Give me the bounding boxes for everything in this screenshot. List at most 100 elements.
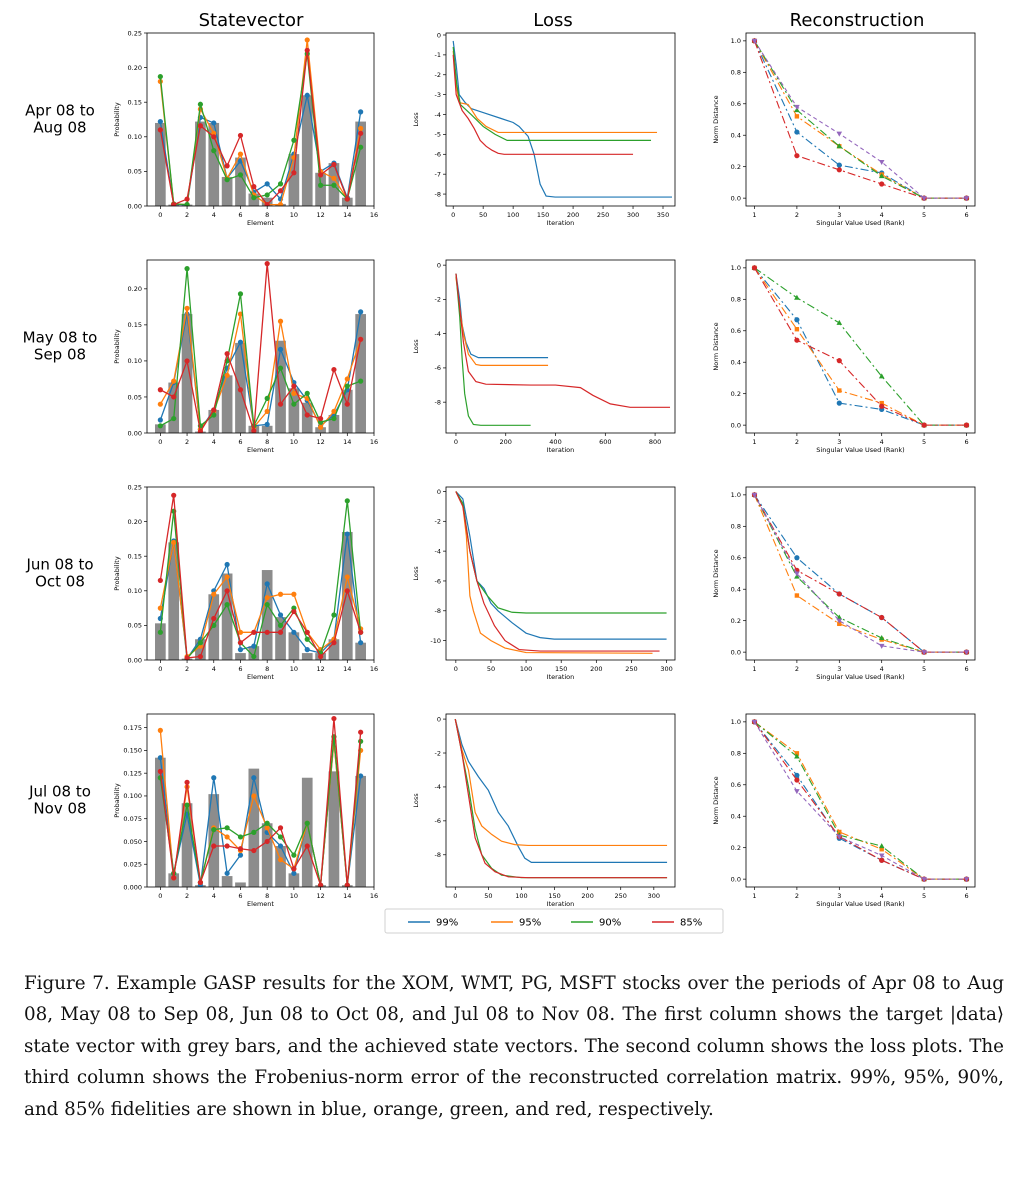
data-point [344,498,350,504]
x-tick-label: 400 [549,438,561,446]
data-point [291,629,297,635]
y-tick-label: 0.25 [128,29,142,37]
target-bar [248,646,260,660]
recon-line-2 [754,721,967,880]
data-point [211,134,217,140]
data-point [836,591,842,597]
x-tick-label: 16 [370,438,378,446]
x-tick-label: 1 [752,211,756,219]
x-tick-label: 14 [343,892,351,900]
axes-frame [146,713,375,888]
data-point [264,602,270,608]
x-tick-label: 14 [343,211,351,219]
data-point [317,882,324,887]
data-point [794,327,800,332]
x-tick-label: 4 [212,211,216,219]
x-tick-label: 8 [265,892,269,900]
plot-area [751,37,970,202]
y-tick-label: -10 [430,637,441,645]
y-tick-label: -6 [435,817,441,825]
y-tick-label: 1.0 [731,37,741,45]
data-point [171,492,177,498]
data-point [358,378,364,384]
data-point [794,317,800,323]
x-tick-label: 200 [567,211,579,219]
y-tick-label: 0.4 [731,813,741,821]
x-tick-label: 1 [752,438,756,446]
column-title-0: Statevector [199,10,304,31]
x-tick-label: 250 [615,892,627,900]
target-bar [155,424,166,433]
data-point [211,120,217,126]
plot-area [751,264,970,428]
target-bar [168,542,180,660]
x-tick-label: 2 [185,211,189,219]
data-point [304,843,310,849]
legend-label-3: 85% [680,918,702,929]
data-point [211,615,217,622]
recon-line-3 [754,494,967,653]
series-line-3 [159,718,362,886]
data-point [331,715,337,722]
y-tick-label: 0.05 [128,622,142,630]
data-point [344,383,350,389]
y-tick-label: 0.0 [731,194,741,202]
y-tick-label: 0.25 [128,483,142,491]
data-point [277,318,284,324]
x-tick-label: 4 [880,438,884,446]
axes-frame [745,713,976,888]
recon-line-0 [754,494,967,653]
data-point [211,843,217,849]
data-point [921,422,927,428]
data-point [211,591,217,597]
data-point [184,305,190,311]
series-line-3 [159,495,362,659]
x-tick-label: 6 [964,892,968,900]
row-label-3-0: Jul 08 to [28,783,91,801]
data-point [237,387,244,393]
y-tick-label: 0.4 [731,586,741,594]
legend-label-0: 99% [436,918,458,929]
axes-frame [146,32,375,207]
data-point [251,775,257,781]
data-point [878,373,885,379]
x-tick-label: 3 [837,211,841,219]
figure-caption: Figure 7. Example GASP results for the X… [24,973,1004,1120]
y-axis-label: Probability [113,556,121,591]
y-tick-label: -2 [435,518,441,526]
recon-line-3 [754,267,967,426]
y-tick-label: 0.00 [128,429,142,437]
x-tick-label: 6 [238,892,242,900]
y-tick-label: -4 [435,111,441,119]
data-point [291,866,297,872]
data-point [237,291,244,297]
target-bar [355,314,366,433]
data-point [157,423,163,429]
y-tick-label: 0.050 [123,838,142,846]
data-point [264,261,270,267]
y-tick-label: 0 [437,488,441,496]
y-axis-label: Norm Distance [712,549,720,597]
x-tick-label: 4 [212,665,216,673]
x-tick-label: 16 [370,892,378,900]
y-tick-label: 0.20 [128,518,142,526]
plot-area [155,715,366,887]
data-point [317,415,324,422]
data-point [836,614,843,620]
target-bar [261,570,273,660]
x-tick-label: 8 [265,211,269,219]
x-tick-label: 3 [837,892,841,900]
x-tick-label: 4 [880,665,884,673]
data-point [358,729,364,735]
data-point [344,196,350,202]
y-axis-label: Probability [113,102,121,137]
row-label-0-1: Aug 08 [33,119,86,137]
y-tick-label: -2 [435,296,441,304]
data-point [291,170,297,176]
x-tick-label: 10 [290,665,298,673]
x-tick-label: 50 [479,211,487,219]
data-point [237,834,244,840]
data-point [237,640,244,646]
data-point [264,838,270,845]
data-point [224,163,230,169]
